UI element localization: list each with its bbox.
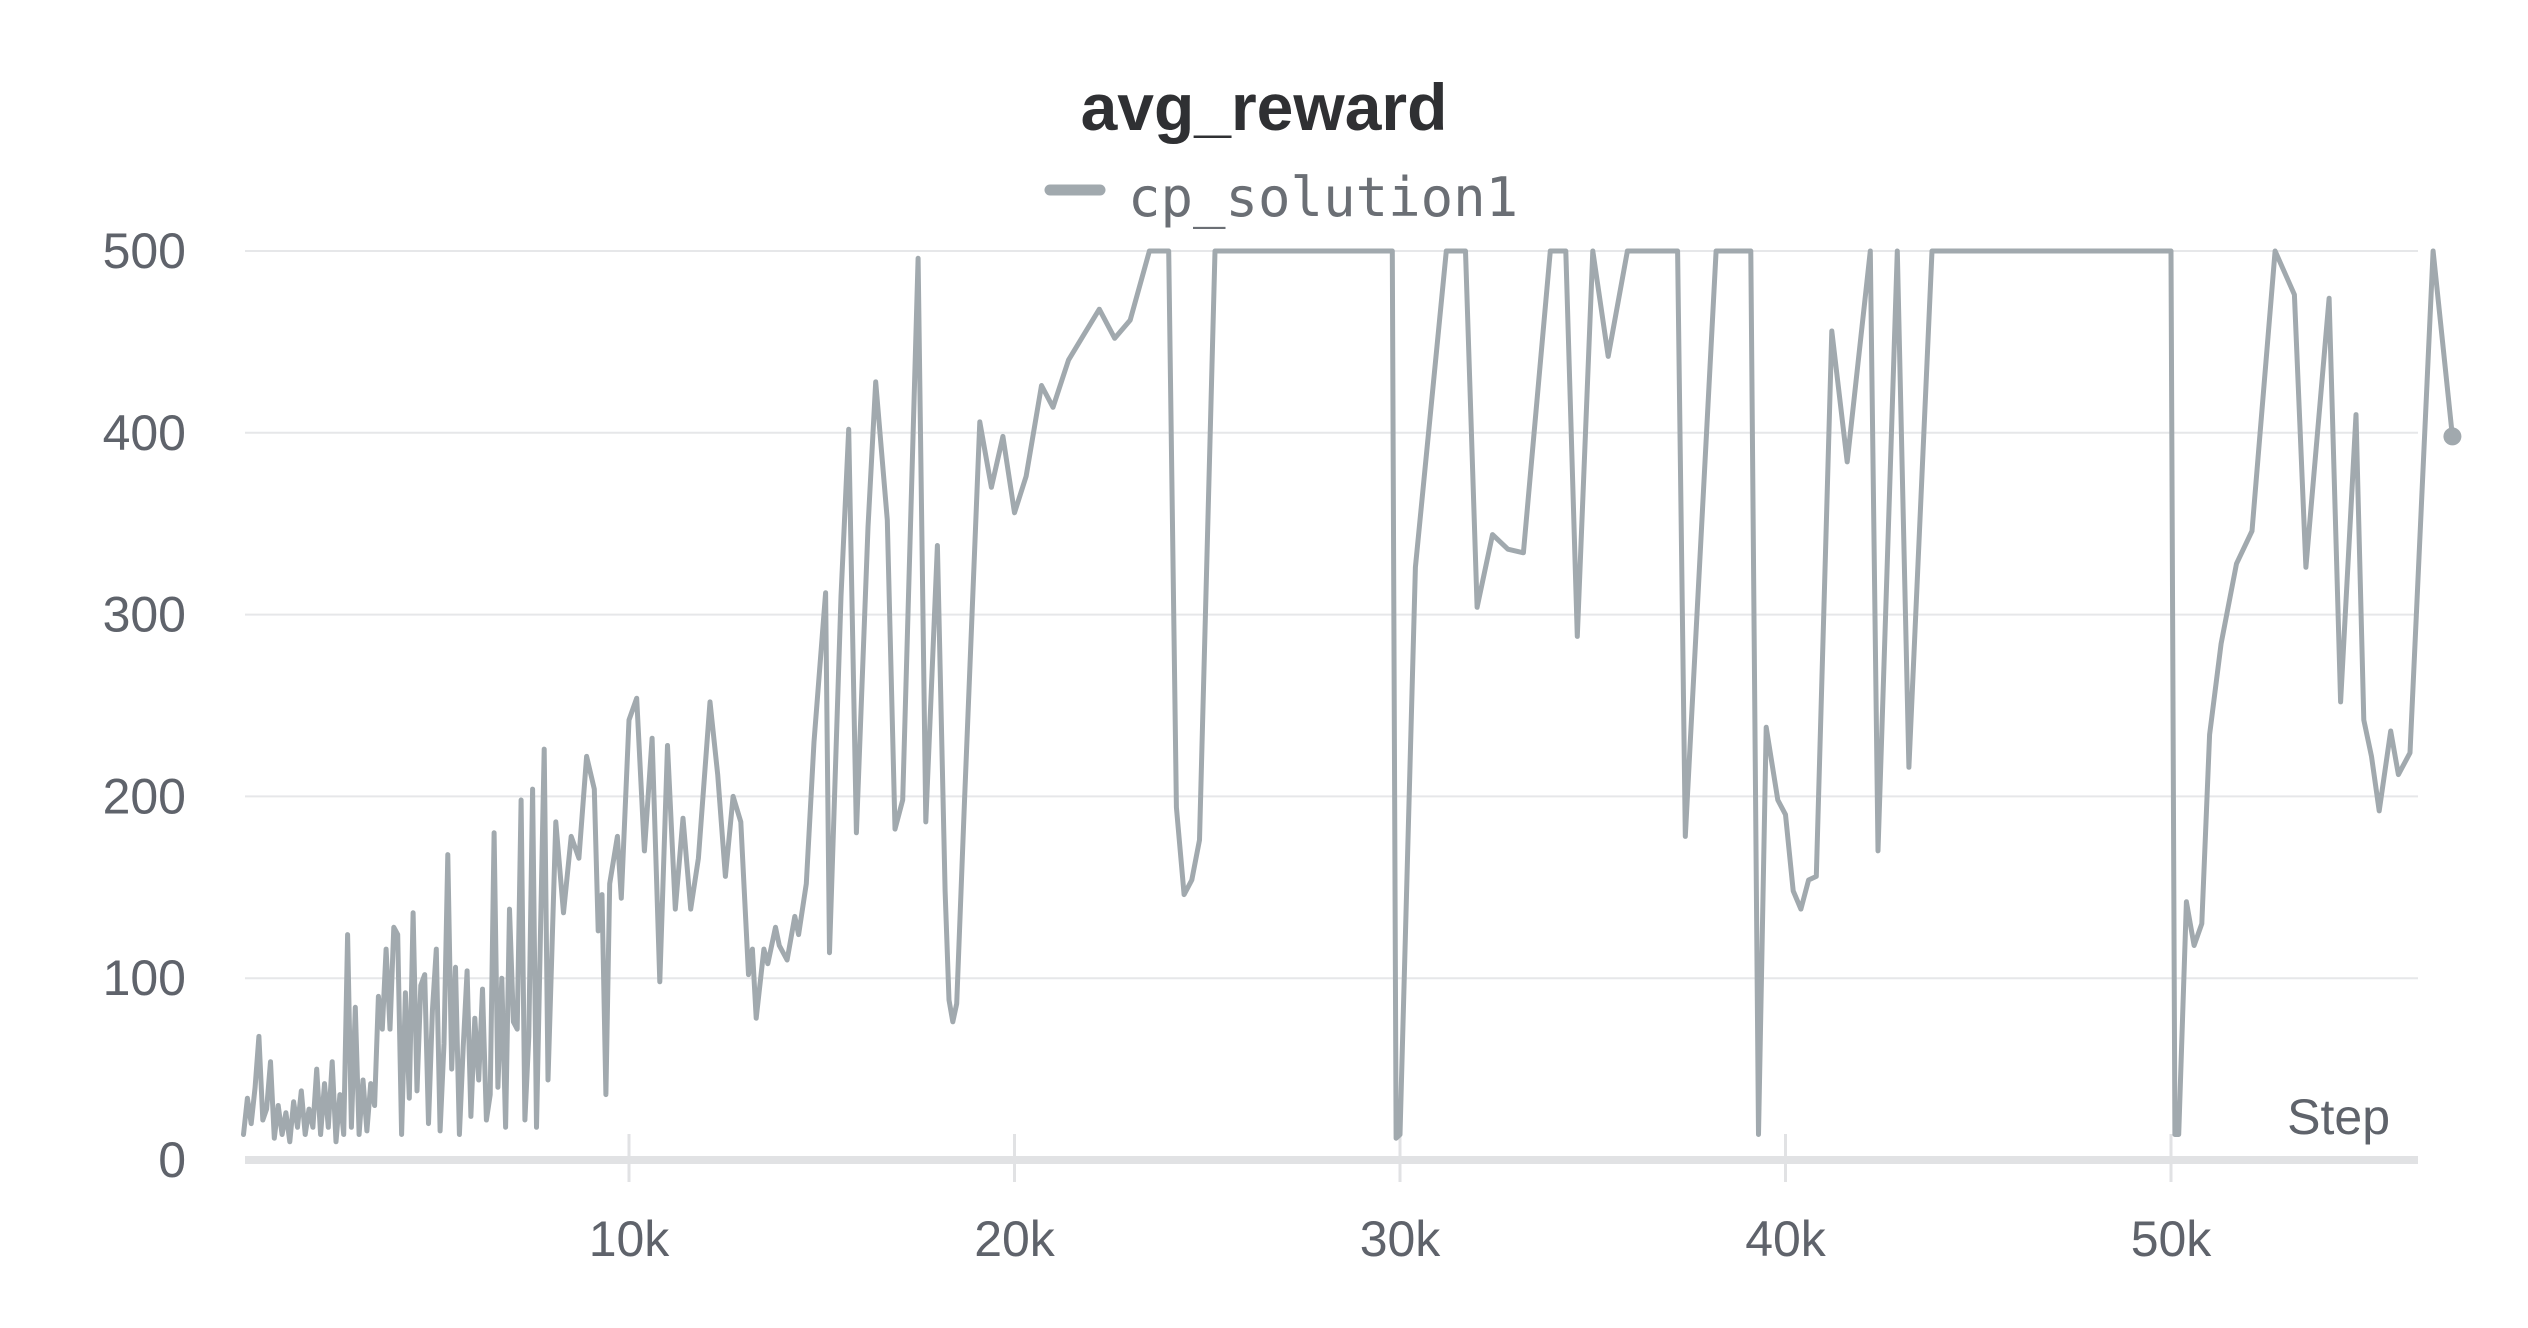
y-tick-label: 500	[103, 223, 186, 279]
y-tick-label: 300	[103, 587, 186, 643]
series-line-0[interactable]	[241, 248, 2455, 1145]
x-tick-label: 50k	[2131, 1211, 2213, 1267]
legend-label: cp_solution1	[1128, 166, 1518, 229]
x-axis	[245, 1134, 2418, 1182]
x-tick-label: 20k	[974, 1211, 1056, 1267]
series-lines	[241, 248, 2462, 1145]
chart-title: avg_reward	[1081, 70, 1448, 144]
y-tick-label: 0	[158, 1132, 186, 1188]
legend[interactable]: cp_solution1	[1044, 166, 1518, 229]
x-axis-tick-labels: 10k 20k 30k 40k 50k	[589, 1211, 2213, 1267]
y-axis-tick-labels: 0 100 200 300 400 500	[103, 223, 186, 1188]
x-tick-label: 40k	[1745, 1211, 1827, 1267]
y-tick-label: 100	[103, 950, 186, 1006]
y-tick-label: 400	[103, 405, 186, 461]
x-tick-label: 30k	[1360, 1211, 1442, 1267]
grid-lines	[245, 250, 2418, 980]
x-axis-label: Step	[2287, 1089, 2390, 1145]
x-tick-label: 10k	[589, 1211, 671, 1267]
y-tick-label: 200	[103, 768, 186, 824]
series-end-point[interactable]	[2443, 427, 2462, 446]
